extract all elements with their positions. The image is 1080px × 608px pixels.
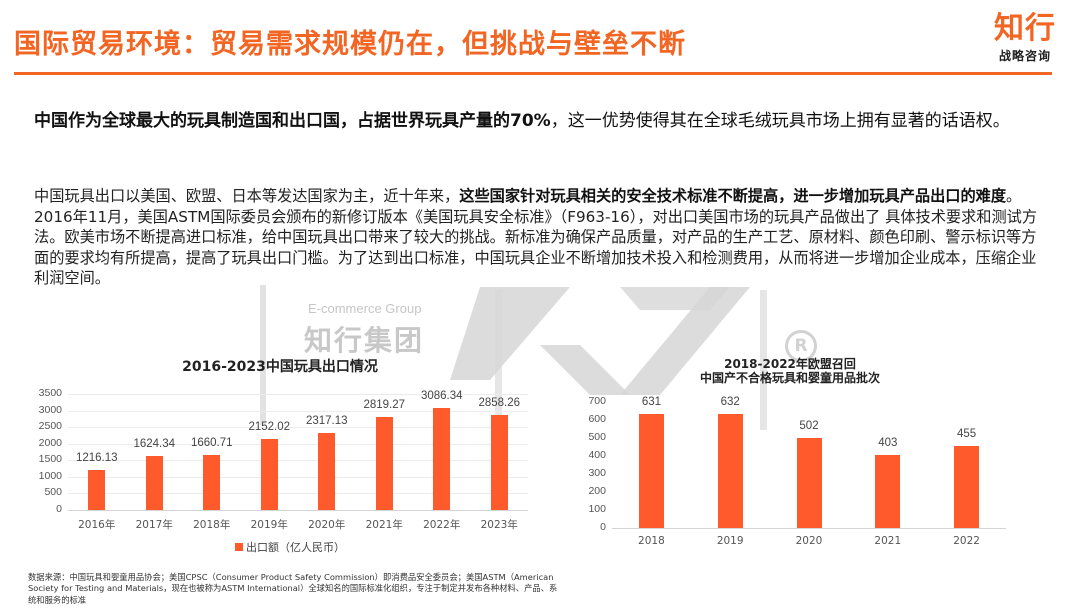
recall-chart-title-line1: 2018-2022年欧盟召回 [724,357,856,371]
y-tick-label: 2000 [38,436,62,449]
gridline [68,394,528,395]
body-paragraph: 中国玩具出口以美国、欧盟、日本等发达国家为主，近十年来，这些国家针对玩具相关的安… [34,186,1044,289]
export-chart-legend: 出口额（亿人民币） [235,539,345,555]
x-tick-label: 2022年 [423,519,461,531]
bar-value-label: 632 [720,396,740,409]
bar [88,469,106,510]
body-text-part2: 。2016年11月，美国ASTM国际委员会颁布的新修订版本《美国玩具安全标准》（… [34,187,1038,287]
title-divider [14,72,1052,75]
bar-value-label: 1660.71 [190,436,233,449]
bar [875,455,901,528]
bar-value-label: 1216.13 [75,451,118,464]
body-bold-text: 这些国家针对玩具相关的安全技术标准不断提高，进一步增加玩具产品出口的难度 [459,187,1006,205]
recall-chart-title: 2018-2022年欧盟召回 中国产不合格玩具和婴童用品批次 [560,357,1020,385]
x-tick-label: 2021年 [365,519,403,531]
bar [145,456,163,510]
bar-value-label: 2317.13 [305,415,348,428]
bar-value-label: 2152.02 [248,420,291,433]
y-tick-label: 700 [588,395,606,407]
bar-value-label: 403 [878,437,898,450]
legend-label: 出口额（亿人民币） [246,541,345,554]
bar [954,446,980,528]
lead-normal-text: ，这一优势使得其在全球毛绒玩具市场上拥有显著的话语权。 [550,111,1010,131]
lead-paragraph: 中国作为全球最大的玩具制造国和出口国，占据世界玩具产量的70%，这一优势使得其在… [34,108,1044,135]
bar [490,415,508,510]
y-tick-label: 0 [56,503,62,515]
x-tick-label: 2017年 [135,519,173,531]
gridline [68,460,528,462]
data-source-note: 数据来源：中国玩具和婴童用品协会；美国CPSC（Consumer Product… [28,572,558,605]
x-tick-label: 2019 [716,535,744,547]
y-tick-label: 2500 [38,420,62,433]
bar [638,414,664,528]
x-tick-label: 2020 [795,535,823,547]
y-tick-label: 200 [588,485,606,497]
gridline [68,443,528,445]
y-tick-label: 500 [588,431,606,443]
x-tick-label: 2018 [638,535,665,547]
bar-value-label: 3086.34 [420,389,463,402]
recall-chart: 2018-2022年欧盟召回 中国产不合格玩具和婴童用品批次 0 100 200 30… [560,350,1020,550]
bar-value-label: 455 [957,428,977,441]
bar [260,438,278,510]
gridline [68,427,528,429]
recall-chart-title-line2: 中国产不合格玩具和婴童用品批次 [699,371,880,385]
x-tick-label: 2019年 [250,519,288,531]
bar-value-label: 2819.27 [363,398,406,411]
y-tick-label: 300 [588,467,606,479]
page-title: 国际贸易环境：贸易需求规模仍在，但挑战与壁垒不断 [14,29,686,60]
bar [433,407,451,510]
gridline [68,476,528,478]
x-tick-label: 2023年 [480,519,518,531]
gridline [68,493,528,495]
y-tick-label: 1500 [38,453,62,466]
x-axis-line [612,528,1006,529]
y-tick-label: 600 [588,413,606,425]
export-chart-title: 2016-2023中国玩具出口情况 [182,359,378,375]
brand-logo: 知行 战略咨询 [994,12,1056,64]
lead-bold-text: 中国作为全球最大的玩具制造国和出口国，占据世界玩具产量的70% [34,111,551,131]
logo-sub-text: 战略咨询 [998,49,1051,63]
bar-value-label: 2858.26 [478,397,521,410]
bar [717,414,743,528]
logo-main-text: 知行 [994,11,1056,46]
x-tick-label: 2018年 [193,519,231,531]
y-tick-label: 400 [588,449,606,461]
recall-chart-plot: 0 100 200 300 400 500 600 700 631 2018 632 2019 502 2… [588,395,1006,547]
legend-swatch [235,543,243,551]
x-tick-label: 2020年 [308,519,346,531]
body-text-part1: 中国玩具出口以美国、欧盟、日本等发达国家为主，近十年来， [34,187,460,205]
y-tick-label: 3500 [38,387,62,399]
bar [375,416,393,510]
bar-value-label: 631 [641,396,661,409]
x-tick-label: 2022 [953,535,980,547]
x-axis-line [68,510,528,511]
y-tick-label: 100 [588,503,606,515]
export-chart-plot: 0 500 1000 1500 2000 2500 3000 3500 1216.13 2016年… [39,387,528,531]
export-chart: 2016-2023中国玩具出口情况 0 500 1000 1500 2000 2500 30… [20,350,540,560]
x-tick-label: 2016年 [78,519,116,531]
bar [203,454,221,510]
x-tick-label: 2021 [874,535,902,547]
watermark-en-text: E-commerce Group [308,301,422,316]
y-tick-label: 0 [600,521,606,533]
gridline [68,410,528,412]
y-tick-label: 1000 [38,469,62,482]
bar-value-label: 502 [799,419,819,432]
y-tick-label: 500 [44,486,62,499]
bar-value-label: 1624.34 [133,438,176,451]
y-tick-label: 3000 [38,403,62,416]
bar [796,437,822,528]
bar [318,433,336,510]
